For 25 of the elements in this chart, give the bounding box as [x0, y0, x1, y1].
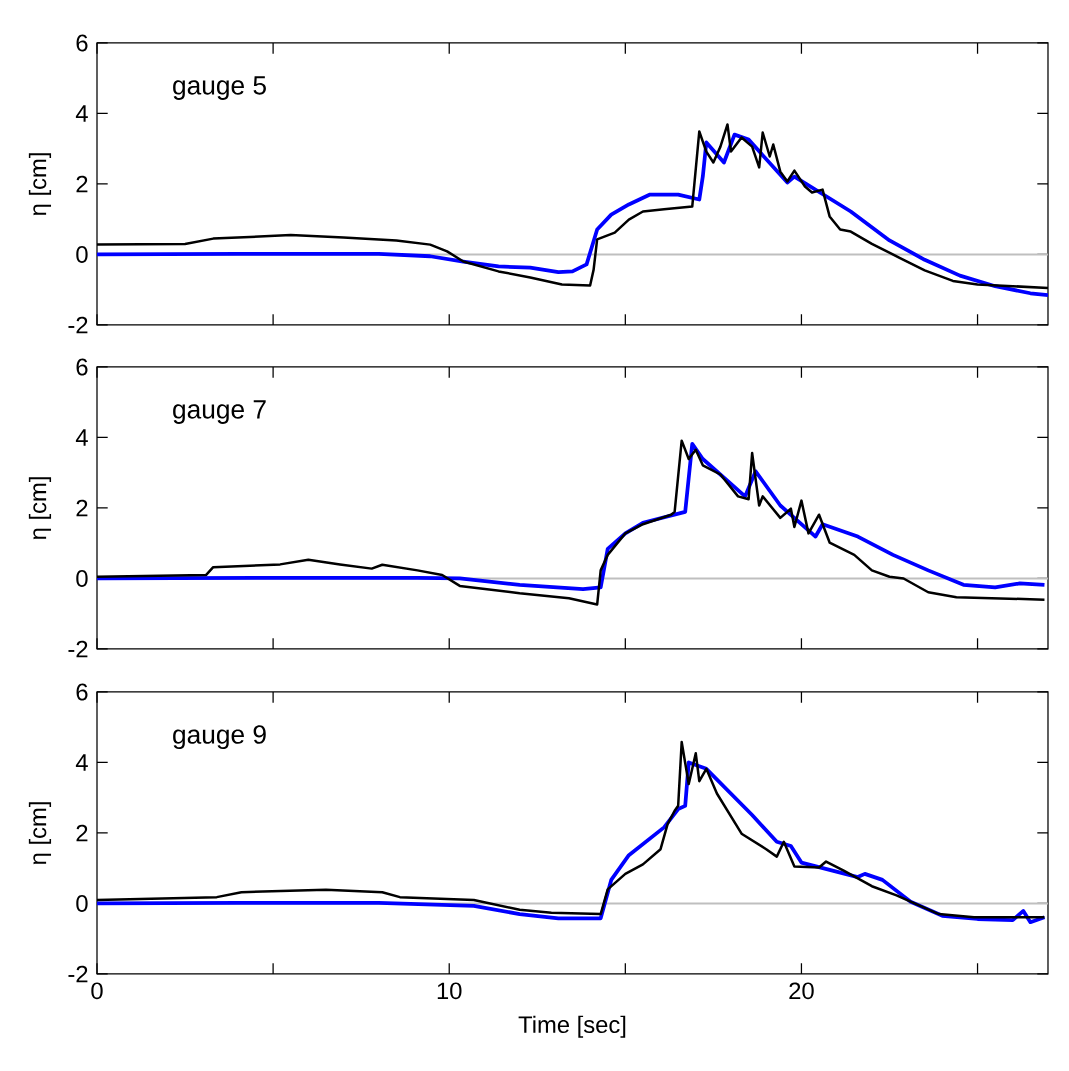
y-axis-title: η [cm] — [28, 477, 52, 540]
y-tick-label: 0 — [76, 246, 88, 263]
annotation: gauge 7 — [173, 400, 266, 424]
annotation: gauge 5 — [173, 76, 266, 100]
y-tick-label: 0 — [76, 570, 88, 587]
y-tick-label: -2 — [68, 640, 88, 658]
y-tick-label: 4 — [75, 754, 88, 771]
x-tick-label: 20 — [789, 982, 814, 1000]
y-tick-label: 4 — [75, 105, 88, 122]
y-tick-label: -2 — [68, 316, 88, 334]
x-tick-label: 0 — [91, 982, 103, 1000]
y-tick-label: -2 — [68, 965, 88, 983]
annotation: gauge 9 — [173, 725, 266, 750]
y-tick-label: 2 — [76, 175, 88, 193]
y-tick-label: 6 — [76, 358, 88, 376]
y-tick-label: 0 — [76, 895, 88, 912]
x-axis-title: Time [sec] — [518, 1015, 626, 1038]
y-axis-title: η [cm] — [28, 802, 52, 865]
y-axis-title: η [cm] — [28, 153, 52, 216]
y-tick-label: 2 — [76, 824, 88, 842]
y-tick-label: 4 — [75, 429, 88, 446]
x-tick-label: 10 — [437, 982, 462, 1000]
y-tick-label: 6 — [76, 683, 88, 701]
y-tick-label: 6 — [76, 34, 88, 52]
y-tick-label: 2 — [76, 499, 88, 517]
